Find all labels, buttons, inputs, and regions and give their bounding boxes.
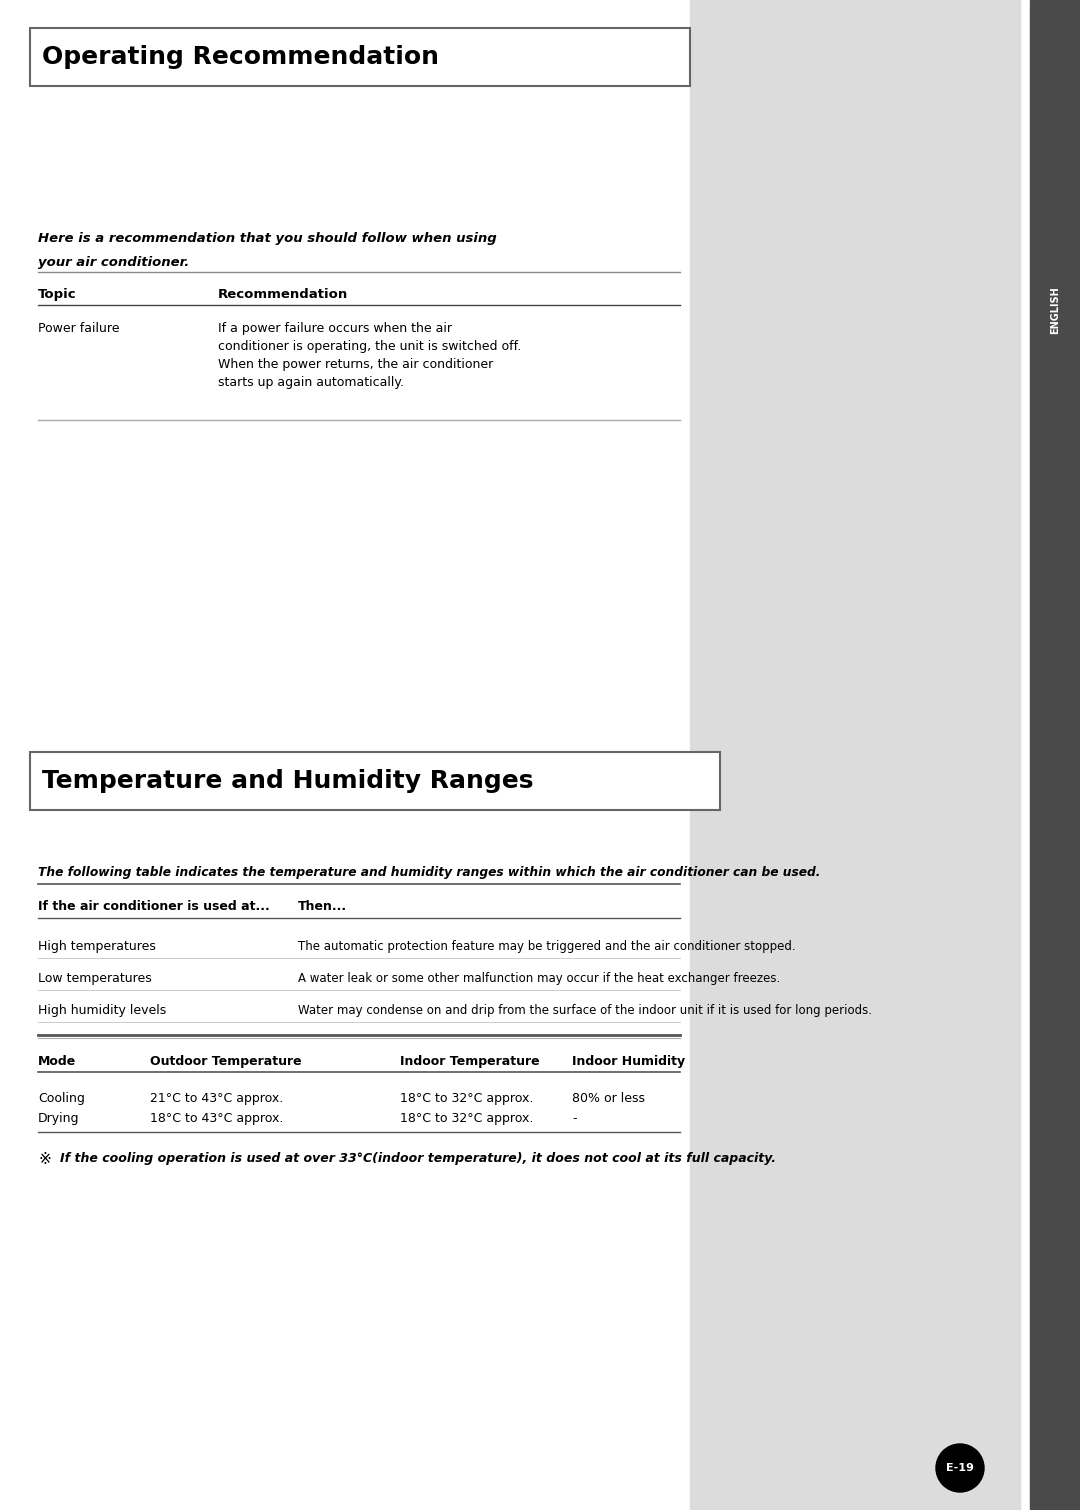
Text: Topic: Topic xyxy=(38,288,77,300)
Text: Indoor Humidity: Indoor Humidity xyxy=(572,1055,685,1068)
Text: ENGLISH: ENGLISH xyxy=(1050,285,1059,334)
Text: ※: ※ xyxy=(38,1152,51,1167)
Text: Drying: Drying xyxy=(38,1111,80,1125)
Text: Recommendation: Recommendation xyxy=(218,288,348,300)
Text: Here is a recommendation that you should follow when using: Here is a recommendation that you should… xyxy=(38,233,497,245)
Bar xyxy=(30,29,690,86)
Text: Water may condense on and drip from the surface of the indoor unit if it is used: Water may condense on and drip from the … xyxy=(298,1004,872,1018)
Text: If the cooling operation is used at over 33°C(indoor temperature), it does not c: If the cooling operation is used at over… xyxy=(60,1152,777,1166)
Text: 80% or less: 80% or less xyxy=(572,1092,645,1105)
Text: A water leak or some other malfunction may occur if the heat exchanger freezes.: A water leak or some other malfunction m… xyxy=(298,972,780,985)
Text: Temperature and Humidity Ranges: Temperature and Humidity Ranges xyxy=(42,769,534,793)
Text: Operating Recommendation: Operating Recommendation xyxy=(42,45,438,69)
Text: your air conditioner.: your air conditioner. xyxy=(38,257,189,269)
Text: Indoor Temperature: Indoor Temperature xyxy=(400,1055,540,1068)
Text: Outdoor Temperature: Outdoor Temperature xyxy=(150,1055,301,1068)
Text: Power failure: Power failure xyxy=(38,322,120,335)
Text: The automatic protection feature may be triggered and the air conditioner stoppe: The automatic protection feature may be … xyxy=(298,941,796,953)
Text: Then...: Then... xyxy=(298,900,347,914)
Text: 18°C to 32°C approx.: 18°C to 32°C approx. xyxy=(400,1092,534,1105)
Text: starts up again automatically.: starts up again automatically. xyxy=(218,376,404,390)
Text: E-19: E-19 xyxy=(946,1463,974,1472)
Text: High humidity levels: High humidity levels xyxy=(38,1004,166,1018)
Bar xyxy=(1030,0,1080,1510)
Bar xyxy=(690,0,1020,1510)
Text: 21°C to 43°C approx.: 21°C to 43°C approx. xyxy=(150,1092,283,1105)
Text: -: - xyxy=(572,1111,577,1125)
Text: If a power failure occurs when the air: If a power failure occurs when the air xyxy=(218,322,453,335)
Text: If the air conditioner is used at...: If the air conditioner is used at... xyxy=(38,900,270,914)
Text: When the power returns, the air conditioner: When the power returns, the air conditio… xyxy=(218,358,494,371)
Text: Low temperatures: Low temperatures xyxy=(38,972,152,985)
Text: High temperatures: High temperatures xyxy=(38,941,156,953)
Text: Cooling: Cooling xyxy=(38,1092,85,1105)
Circle shape xyxy=(936,1444,984,1492)
Text: 18°C to 43°C approx.: 18°C to 43°C approx. xyxy=(150,1111,283,1125)
Text: conditioner is operating, the unit is switched off.: conditioner is operating, the unit is sw… xyxy=(218,340,522,353)
Text: 18°C to 32°C approx.: 18°C to 32°C approx. xyxy=(400,1111,534,1125)
Text: The following table indicates the temperature and humidity ranges within which t: The following table indicates the temper… xyxy=(38,867,821,879)
Bar xyxy=(30,752,720,809)
Text: Mode: Mode xyxy=(38,1055,77,1068)
